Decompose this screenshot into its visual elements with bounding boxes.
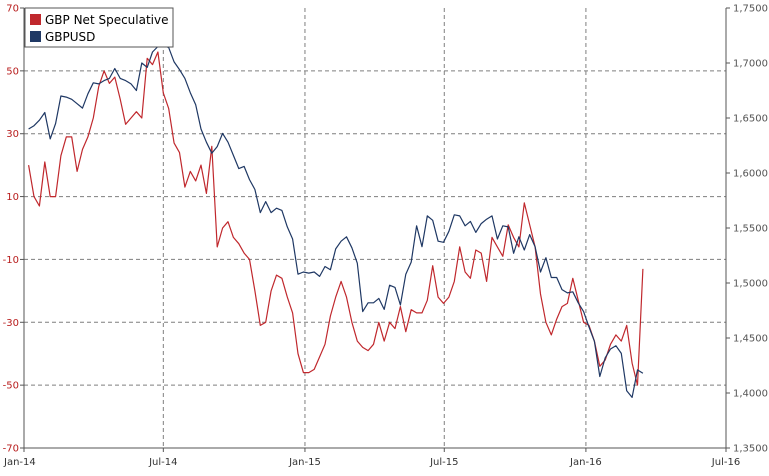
left-tick-label: 10	[6, 192, 19, 203]
right-tick-label: 1,5500	[733, 224, 768, 235]
right-tick-label: 1,6000	[733, 169, 768, 180]
left-tick-label: 70	[6, 4, 19, 15]
left-tick-label: -10	[3, 255, 19, 266]
x-tick-label: Jan-14	[3, 457, 36, 468]
series-line-gbp-net-speculative	[28, 51, 644, 386]
right-tick-label: 1,7000	[733, 59, 768, 70]
x-tick-label: Jul-15	[429, 457, 458, 468]
legend-swatch-gbp-net-speculative	[30, 14, 41, 25]
legend: GBP Net Speculative GBPUSD	[24, 7, 174, 48]
right-tick-label: 1,5000	[733, 279, 768, 290]
left-tick-label: -70	[3, 444, 19, 455]
x-tick-label: Jan-15	[288, 457, 321, 468]
left-tick-label: -50	[3, 381, 19, 392]
x-tick-label: Jul-16	[711, 457, 740, 468]
left-tick-label: 30	[6, 129, 19, 140]
right-tick-label: 1,3500	[733, 444, 768, 455]
legend-label-gbp-net-speculative: GBP Net Speculative	[45, 13, 169, 27]
right-axis-ticks: 1,7500 1,7000 1,6500 1,6000 1,5500 1,5000 1,45…	[726, 4, 768, 455]
left-axis-ticks: 70 50 30 10 -10 -30 -50 -70	[3, 4, 24, 455]
right-tick-label: 1,7500	[733, 4, 768, 15]
legend-swatch-gbpusd	[30, 31, 41, 42]
right-tick-label: 1,4000	[733, 389, 768, 400]
legend-label-gbpusd: GBPUSD	[45, 30, 95, 44]
x-axis-ticks: Jan-14 Jul-14 Jan-15 Jul-15 Jan-16 Jul-16	[3, 448, 740, 468]
left-tick-label: 50	[6, 66, 19, 77]
right-tick-label: 1,6500	[733, 114, 768, 125]
x-tick-label: Jan-16	[569, 457, 602, 468]
legend-box	[24, 7, 174, 48]
x-tick-label: Jul-14	[148, 457, 177, 468]
series-group	[28, 44, 644, 398]
left-tick-label: -30	[3, 318, 19, 329]
grid	[24, 8, 726, 448]
right-tick-label: 1,4500	[733, 334, 768, 345]
series-line-gbpusd	[28, 44, 644, 398]
